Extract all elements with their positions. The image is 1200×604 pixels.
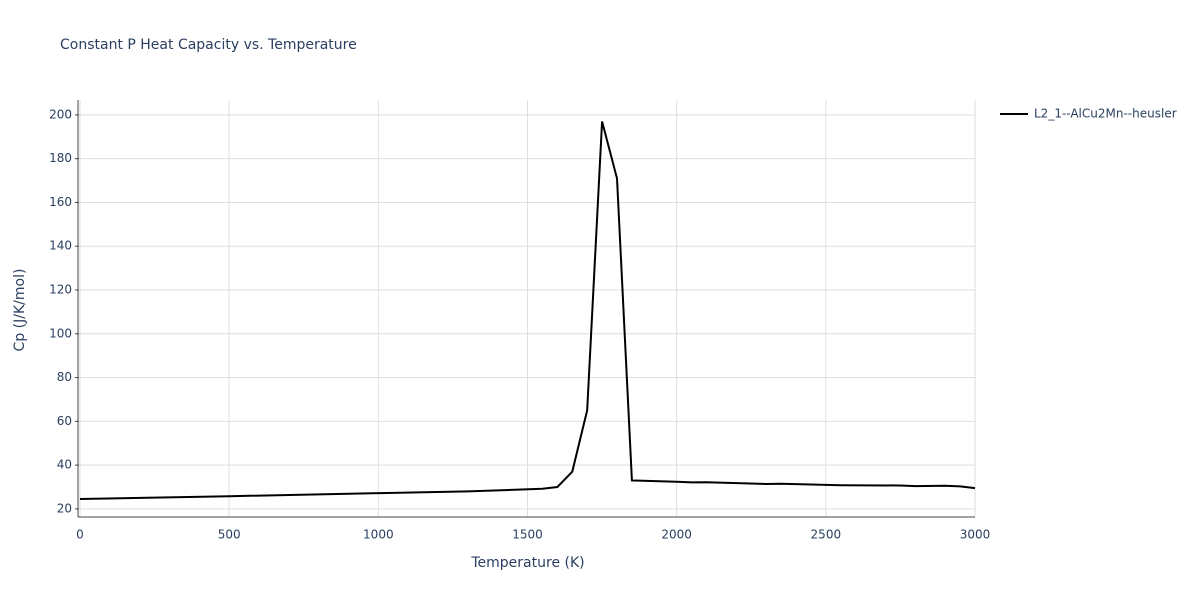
chart-title: Constant P Heat Capacity vs. Temperature [60,37,357,53]
y-tick-label: 140 [49,239,72,253]
x-tick-label: 1500 [512,528,543,542]
x-tick-label: 3000 [960,528,991,542]
y-tick-label: 120 [49,283,72,297]
x-tick-label: 2000 [661,528,692,542]
y-tick-label: 40 [57,458,72,472]
y-tick-label: 200 [49,107,72,121]
x-tick-label: 1000 [363,528,394,542]
data-line [79,121,976,501]
y-tick-label: 60 [57,414,72,428]
y-axis-title: Cp (J/K/mol) [12,269,28,352]
x-axis-title: Temperature (K) [470,555,584,571]
x-tick-label: 0 [76,528,84,542]
x-tick-label: 2500 [811,528,842,542]
y-tick-label: 180 [49,151,72,165]
x-tick-label: 500 [218,528,241,542]
legend-label: L2_1--AlCu2Mn--heusler [1034,107,1177,121]
y-tick-label: 80 [57,370,72,384]
y-tick-label: 160 [49,195,72,209]
y-tick-label: 20 [57,501,72,515]
y-tick-label: 100 [49,326,72,340]
